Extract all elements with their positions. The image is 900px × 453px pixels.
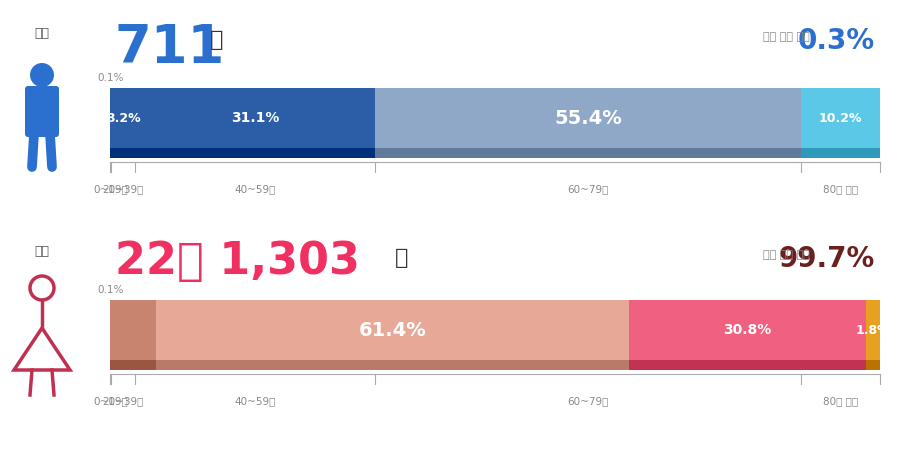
Text: 명: 명	[210, 30, 223, 50]
Text: 전체 환자 수의: 전체 환자 수의	[763, 250, 810, 260]
Bar	[375, 148, 802, 158]
Text: 여성: 여성	[34, 245, 50, 258]
Bar	[111, 148, 135, 158]
Bar	[111, 88, 135, 148]
Text: 40~59세: 40~59세	[235, 184, 275, 194]
Text: 1.8%: 1.8%	[856, 323, 890, 337]
Bar	[135, 88, 375, 148]
Text: 남성: 남성	[34, 27, 50, 40]
Text: 명: 명	[395, 248, 409, 268]
Text: 20~39세: 20~39세	[103, 396, 144, 406]
Bar	[866, 300, 880, 360]
Text: 60~79세: 60~79세	[568, 396, 609, 406]
Text: 0.1%: 0.1%	[97, 73, 123, 83]
Bar	[111, 300, 157, 360]
Bar	[802, 148, 880, 158]
Text: 99.7%: 99.7%	[778, 245, 875, 273]
FancyBboxPatch shape	[25, 86, 59, 137]
Text: 0~19세: 0~19세	[93, 184, 128, 194]
Bar	[135, 148, 375, 158]
Bar	[375, 88, 802, 148]
Text: 5.9%: 5.9%	[73, 323, 108, 337]
Text: 60~79세: 60~79세	[568, 184, 609, 194]
Bar	[629, 300, 866, 360]
Text: 20~39세: 20~39세	[103, 184, 144, 194]
Text: 0~19세: 0~19세	[93, 396, 128, 406]
Text: 40~59세: 40~59세	[235, 396, 275, 406]
Text: 전체 환자 수의: 전체 환자 수의	[763, 32, 810, 42]
Bar	[111, 360, 157, 370]
Text: 61.4%: 61.4%	[359, 321, 427, 339]
Text: 10.2%: 10.2%	[819, 111, 862, 125]
Bar	[157, 360, 629, 370]
Text: 30.8%: 30.8%	[724, 323, 771, 337]
Circle shape	[30, 63, 54, 87]
Bar	[629, 360, 866, 370]
Text: 80세 이상: 80세 이상	[824, 184, 859, 194]
Bar	[866, 360, 880, 370]
Text: 0.1%: 0.1%	[97, 285, 123, 295]
Text: 80세 이상: 80세 이상	[824, 396, 859, 406]
Bar	[802, 88, 880, 148]
Text: 711: 711	[115, 22, 225, 74]
Text: 0.3%: 0.3%	[798, 27, 875, 55]
Text: 3.2%: 3.2%	[106, 111, 140, 125]
Text: 31.1%: 31.1%	[231, 111, 279, 125]
Bar	[157, 300, 629, 360]
Text: 22만 1,303: 22만 1,303	[115, 240, 360, 283]
Text: 55.4%: 55.4%	[554, 109, 622, 127]
